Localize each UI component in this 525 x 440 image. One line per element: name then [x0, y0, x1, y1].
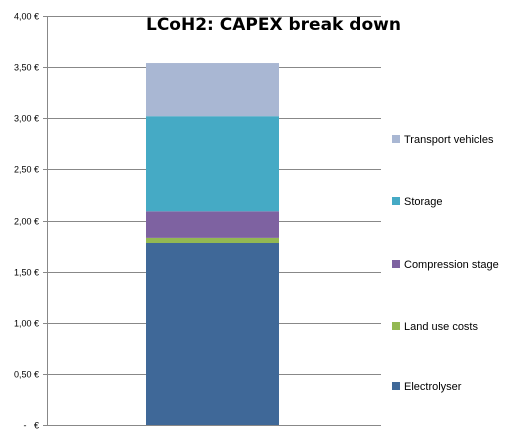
legend-label: Compression stage [404, 259, 499, 271]
bar-segment-transport-vehicles [146, 63, 279, 117]
y-tick-label: 1,50 € [14, 268, 39, 278]
legend-label: Electrolyser [404, 381, 462, 393]
y-tick-label: 2,00 € [14, 217, 39, 227]
legend-label: Land use costs [404, 321, 478, 333]
legend-swatch [392, 322, 400, 330]
bar-segment-land-use-costs [146, 237, 279, 243]
legend-label: Transport vehicles [404, 134, 494, 146]
y-tick-labels: - € 0,50 € 1,00 € 1,50 € 2,00 € 2,50 € 3,00 € 3… [14, 12, 39, 431]
axes [43, 16, 381, 426]
y-tick-label: 3,50 € [14, 63, 39, 73]
legend: Transport vehicles Storage Compression sta… [392, 134, 499, 393]
bar-segment-compression-stage [146, 211, 279, 238]
stacked-bar [146, 63, 279, 425]
y-tick-label: 2,50 € [14, 165, 39, 175]
y-tick-label: - € [23, 421, 39, 431]
legend-swatch [392, 135, 400, 143]
y-tick-label: 1,00 € [14, 319, 39, 329]
legend-swatch [392, 260, 400, 268]
bar-segment-storage [146, 116, 279, 212]
legend-swatch [392, 382, 400, 390]
chart-title: LCoH2: CAPEX break down [146, 15, 401, 35]
y-tick-label: 0,50 € [14, 370, 39, 380]
legend-swatch [392, 197, 400, 205]
bar-segment-electrolyser [146, 242, 279, 425]
y-tick-label: 3,00 € [14, 114, 39, 124]
legend-label: Storage [404, 196, 443, 208]
y-tick-label: 4,00 € [14, 12, 39, 22]
